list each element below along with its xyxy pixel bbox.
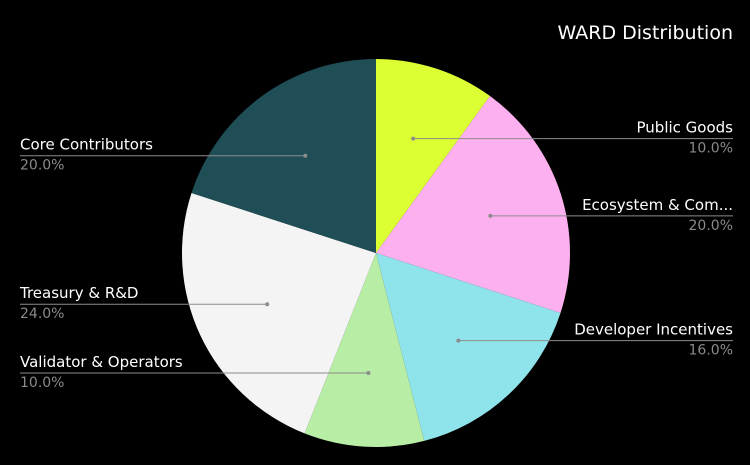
slice-percent-treasury-r-d: 24.0% (20, 306, 64, 322)
leader-dot-core-contributors (303, 153, 308, 158)
slice-percent-developer-incentives: 16.0% (689, 343, 733, 359)
slice-percent-core-contributors: 20.0% (20, 158, 64, 174)
slice-label-developer-incentives: Developer Incentives (574, 321, 733, 339)
slice-label-treasury-r-d: Treasury & R&D (19, 284, 138, 302)
leader-dot-public-goods (411, 136, 416, 141)
slice-label-validator-operators: Validator & Operators (20, 353, 183, 371)
chart-title: WARD Distribution (558, 22, 733, 44)
slice-label-core-contributors: Core Contributors (20, 136, 153, 154)
slice-label-public-goods: Public Goods (637, 119, 734, 137)
slice-label-ecosystem-com: Ecosystem & Com... (582, 196, 733, 214)
leader-dot-developer-incentives (456, 338, 461, 343)
leader-dot-validator-operators (366, 371, 371, 376)
leader-dot-treasury-r-d (265, 302, 270, 307)
slice-percent-validator-operators: 10.0% (20, 375, 64, 391)
pie-slice-developer-incentives[interactable] (376, 253, 561, 441)
pie-slice-ecosystem-com[interactable] (376, 96, 570, 313)
slice-percent-public-goods: 10.0% (689, 141, 733, 157)
pie-labels: Public Goods 10.0% Ecosystem & Com... 20.0%… (19, 119, 733, 391)
leader-dot-ecosystem-com (488, 213, 493, 218)
pie-slice-validator-operators[interactable] (304, 253, 425, 447)
pie-slices (181, 59, 570, 447)
slice-percent-ecosystem-com: 20.0% (689, 218, 733, 234)
pie-slice-public-goods[interactable] (376, 59, 491, 253)
